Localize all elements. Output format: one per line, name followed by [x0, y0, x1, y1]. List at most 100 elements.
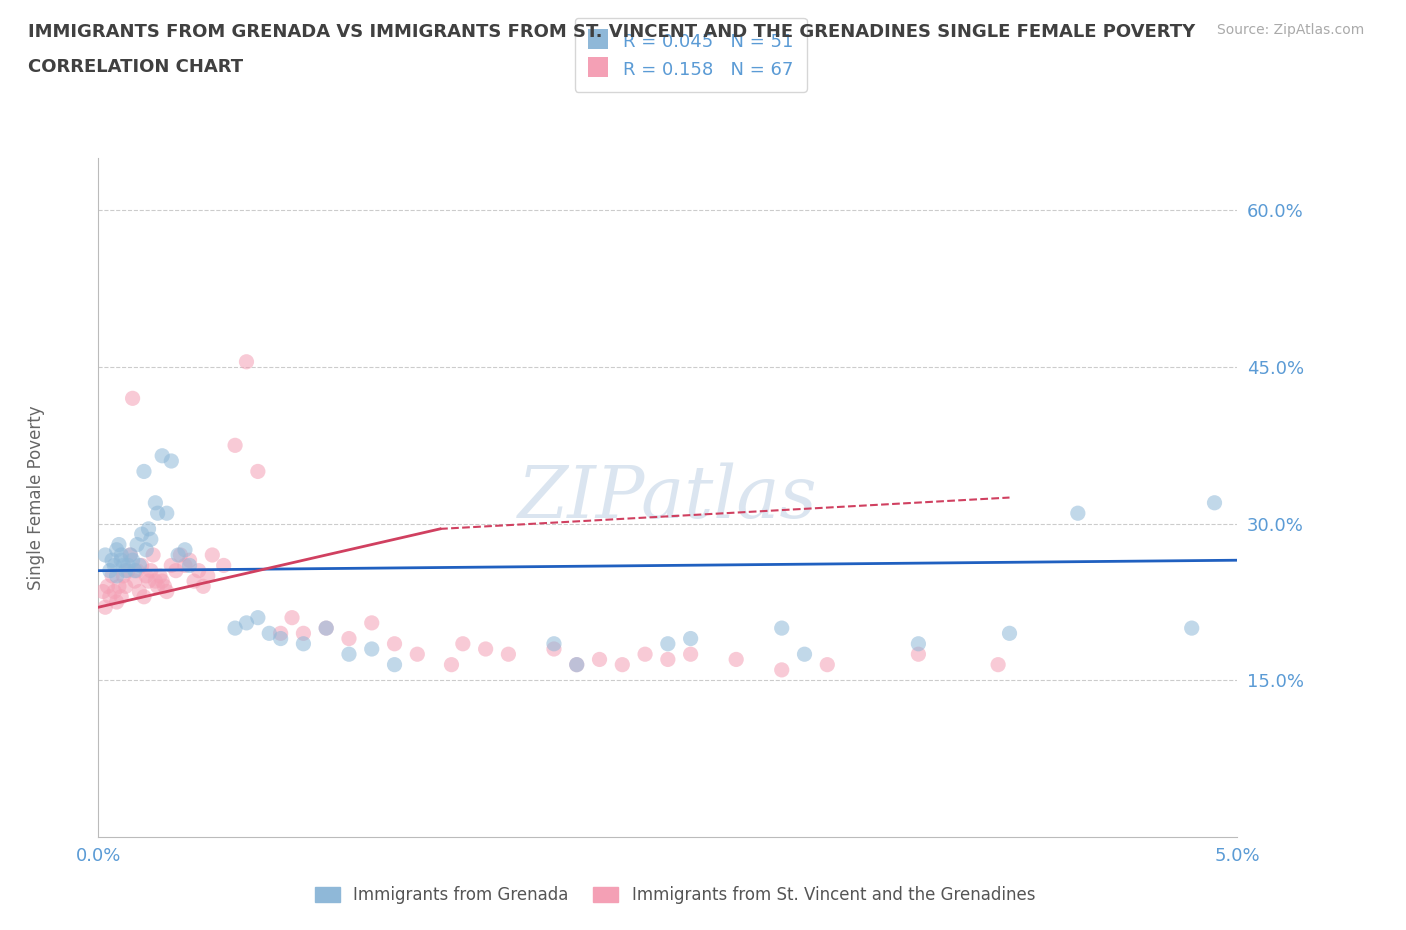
- Point: [127, 538, 149, 552]
- Point: [112, 568, 135, 583]
- Point: [135, 542, 157, 557]
- Point: [174, 542, 197, 557]
- Point: [235, 616, 257, 631]
- Point: [169, 548, 191, 563]
- Point: [94, 600, 117, 615]
- Point: [987, 658, 1010, 672]
- Point: [103, 558, 125, 573]
- Point: [160, 454, 183, 469]
- Point: [132, 464, 155, 479]
- Text: Source: ZipAtlas.com: Source: ZipAtlas.com: [1216, 23, 1364, 37]
- Point: [105, 594, 128, 609]
- Point: [315, 620, 337, 635]
- Text: IMMIGRANTS FROM GRENADA VS IMMIGRANTS FROM ST. VINCENT AND THE GRENADINES SINGLE: IMMIGRANTS FROM GRENADA VS IMMIGRANTS FR…: [28, 23, 1195, 41]
- Point: [101, 552, 124, 567]
- Point: [270, 631, 292, 646]
- Point: [907, 636, 929, 651]
- Point: [657, 636, 679, 651]
- Point: [131, 526, 153, 541]
- Point: [384, 636, 406, 651]
- Point: [193, 578, 215, 593]
- Point: [815, 658, 838, 672]
- Point: [187, 564, 209, 578]
- Point: [145, 496, 167, 511]
- Point: [360, 616, 382, 631]
- Point: [474, 642, 496, 657]
- Point: [121, 391, 143, 405]
- Point: [167, 548, 190, 563]
- Point: [146, 506, 169, 521]
- Point: [543, 636, 565, 651]
- Point: [634, 646, 657, 661]
- Point: [565, 658, 588, 672]
- Point: [440, 658, 463, 672]
- Point: [108, 538, 131, 552]
- Point: [679, 631, 702, 646]
- Point: [360, 642, 382, 657]
- Point: [103, 584, 125, 599]
- Point: [160, 558, 183, 573]
- Point: [139, 532, 162, 547]
- Point: [128, 558, 150, 573]
- Point: [612, 658, 634, 672]
- Point: [246, 464, 269, 479]
- Point: [135, 568, 157, 583]
- Point: [588, 652, 610, 667]
- Point: [145, 574, 167, 589]
- Point: [110, 548, 132, 563]
- Point: [543, 642, 565, 657]
- Point: [156, 584, 179, 599]
- Point: [1067, 506, 1090, 521]
- Point: [98, 590, 121, 604]
- Point: [112, 558, 135, 573]
- Point: [101, 568, 124, 583]
- Point: [235, 354, 257, 369]
- Point: [138, 574, 160, 589]
- Point: [270, 626, 292, 641]
- Point: [201, 548, 224, 563]
- Point: [117, 558, 139, 573]
- Text: Single Female Poverty: Single Female Poverty: [27, 405, 45, 590]
- Legend: Immigrants from Grenada, Immigrants from St. Vincent and the Grenadines: Immigrants from Grenada, Immigrants from…: [307, 878, 1043, 912]
- Text: ZIPatlas: ZIPatlas: [517, 462, 818, 533]
- Point: [793, 646, 815, 661]
- Point: [98, 564, 121, 578]
- Point: [94, 548, 117, 563]
- Point: [91, 584, 114, 599]
- Point: [292, 636, 315, 651]
- Point: [110, 552, 132, 567]
- Point: [315, 620, 337, 635]
- Point: [96, 578, 118, 593]
- Point: [183, 574, 205, 589]
- Legend: R = 0.045   N = 51, R = 0.158   N = 67: R = 0.045 N = 51, R = 0.158 N = 67: [575, 18, 807, 92]
- Point: [128, 584, 150, 599]
- Point: [153, 578, 176, 593]
- Point: [679, 646, 702, 661]
- Point: [132, 590, 155, 604]
- Point: [114, 564, 136, 578]
- Point: [110, 590, 132, 604]
- Point: [105, 568, 128, 583]
- Point: [131, 558, 153, 573]
- Point: [1204, 496, 1226, 511]
- Point: [337, 631, 360, 646]
- Point: [565, 658, 588, 672]
- Text: CORRELATION CHART: CORRELATION CHART: [28, 58, 243, 75]
- Point: [114, 578, 136, 593]
- Point: [138, 522, 160, 537]
- Point: [179, 552, 201, 567]
- Point: [907, 646, 929, 661]
- Point: [725, 652, 748, 667]
- Point: [998, 626, 1021, 641]
- Point: [406, 646, 429, 661]
- Point: [498, 646, 520, 661]
- Point: [259, 626, 281, 641]
- Point: [292, 626, 315, 641]
- Point: [150, 574, 173, 589]
- Point: [337, 646, 360, 661]
- Point: [451, 636, 474, 651]
- Point: [139, 564, 162, 578]
- Point: [770, 662, 793, 677]
- Point: [108, 578, 131, 593]
- Point: [150, 448, 173, 463]
